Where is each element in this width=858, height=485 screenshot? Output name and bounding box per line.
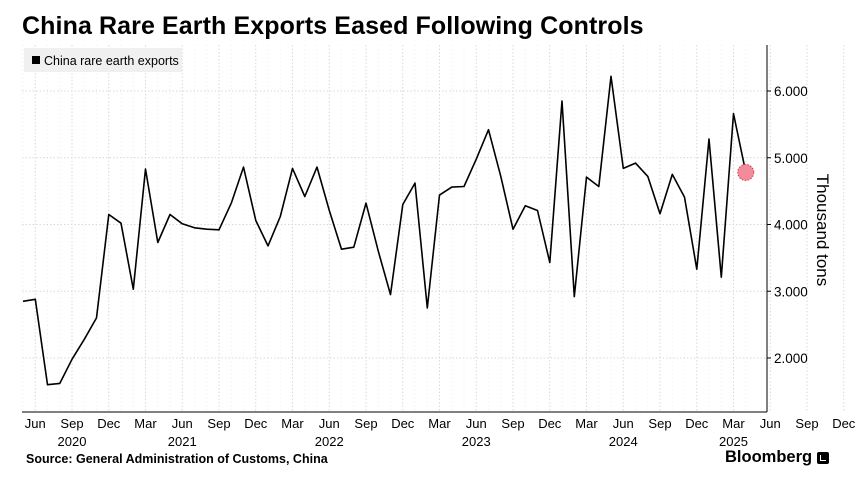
x-year-label: 2025 bbox=[719, 434, 748, 449]
y-tick-label: 3.000 bbox=[774, 284, 808, 299]
x-tick-label: Sep bbox=[207, 416, 230, 431]
highlight-marker bbox=[737, 163, 755, 181]
x-tick-label: Dec bbox=[832, 416, 856, 431]
series-layer bbox=[22, 75, 755, 386]
x-tick-label: Dec bbox=[685, 416, 709, 431]
x-year-label: 2021 bbox=[168, 434, 197, 449]
x-tick-label: Mar bbox=[428, 416, 451, 431]
legend-entry: China rare earth exports bbox=[44, 54, 179, 68]
x-tick-label: Jun bbox=[613, 416, 634, 431]
x-year-label: 2020 bbox=[58, 434, 87, 449]
y-tick-label: 4.000 bbox=[774, 218, 808, 233]
x-tick-label: Mar bbox=[575, 416, 598, 431]
brand-wordmark: Bloomberg bbox=[725, 448, 813, 466]
axes: Jun Sep Dec Mar Jun Sep Dec Mar Jun Sep Dec Mar Jun S… bbox=[22, 45, 856, 449]
x-tick-label: Sep bbox=[60, 416, 83, 431]
x-tick-label: Mar bbox=[281, 416, 304, 431]
x-tick-label: Mar bbox=[722, 416, 745, 431]
x-tick-label: Dec bbox=[391, 416, 415, 431]
x-tick-label: Sep bbox=[648, 416, 671, 431]
bloomberg-logo: Bloomberg bbox=[725, 448, 830, 467]
y-axis-title: Thousand tons bbox=[813, 174, 832, 286]
x-tick-label: Mar bbox=[134, 416, 157, 431]
x-tick-label: Dec bbox=[538, 416, 562, 431]
bloomberg-terminal-icon bbox=[817, 451, 830, 464]
y-tick-label: 2.000 bbox=[774, 351, 808, 366]
legend-swatch bbox=[32, 56, 40, 64]
series-line bbox=[22, 75, 747, 386]
x-tick-label: Sep bbox=[795, 416, 818, 431]
y-tick-label: 6.000 bbox=[774, 84, 808, 99]
x-tick-label: Dec bbox=[97, 416, 121, 431]
x-year-label: 2022 bbox=[315, 434, 344, 449]
x-tick-label: Jun bbox=[466, 416, 487, 431]
x-year-label: 2023 bbox=[462, 434, 491, 449]
legend-background bbox=[24, 48, 182, 72]
x-tick-label: Dec bbox=[244, 416, 268, 431]
grid bbox=[22, 45, 845, 412]
legend: China rare earth exports bbox=[24, 48, 182, 72]
x-tick-label: Jun bbox=[25, 416, 46, 431]
source-note: Source: General Administration of Custom… bbox=[26, 452, 328, 466]
y-tick-label: 5.000 bbox=[774, 151, 808, 166]
x-tick-label: Sep bbox=[354, 416, 377, 431]
x-tick-label: Jun bbox=[172, 416, 193, 431]
x-year-label: 2024 bbox=[609, 434, 638, 449]
chart-title: China Rare Earth Exports Eased Following… bbox=[22, 12, 644, 40]
x-tick-label: Sep bbox=[501, 416, 524, 431]
x-tick-label: Jun bbox=[319, 416, 340, 431]
x-tick-label: Jun bbox=[760, 416, 781, 431]
